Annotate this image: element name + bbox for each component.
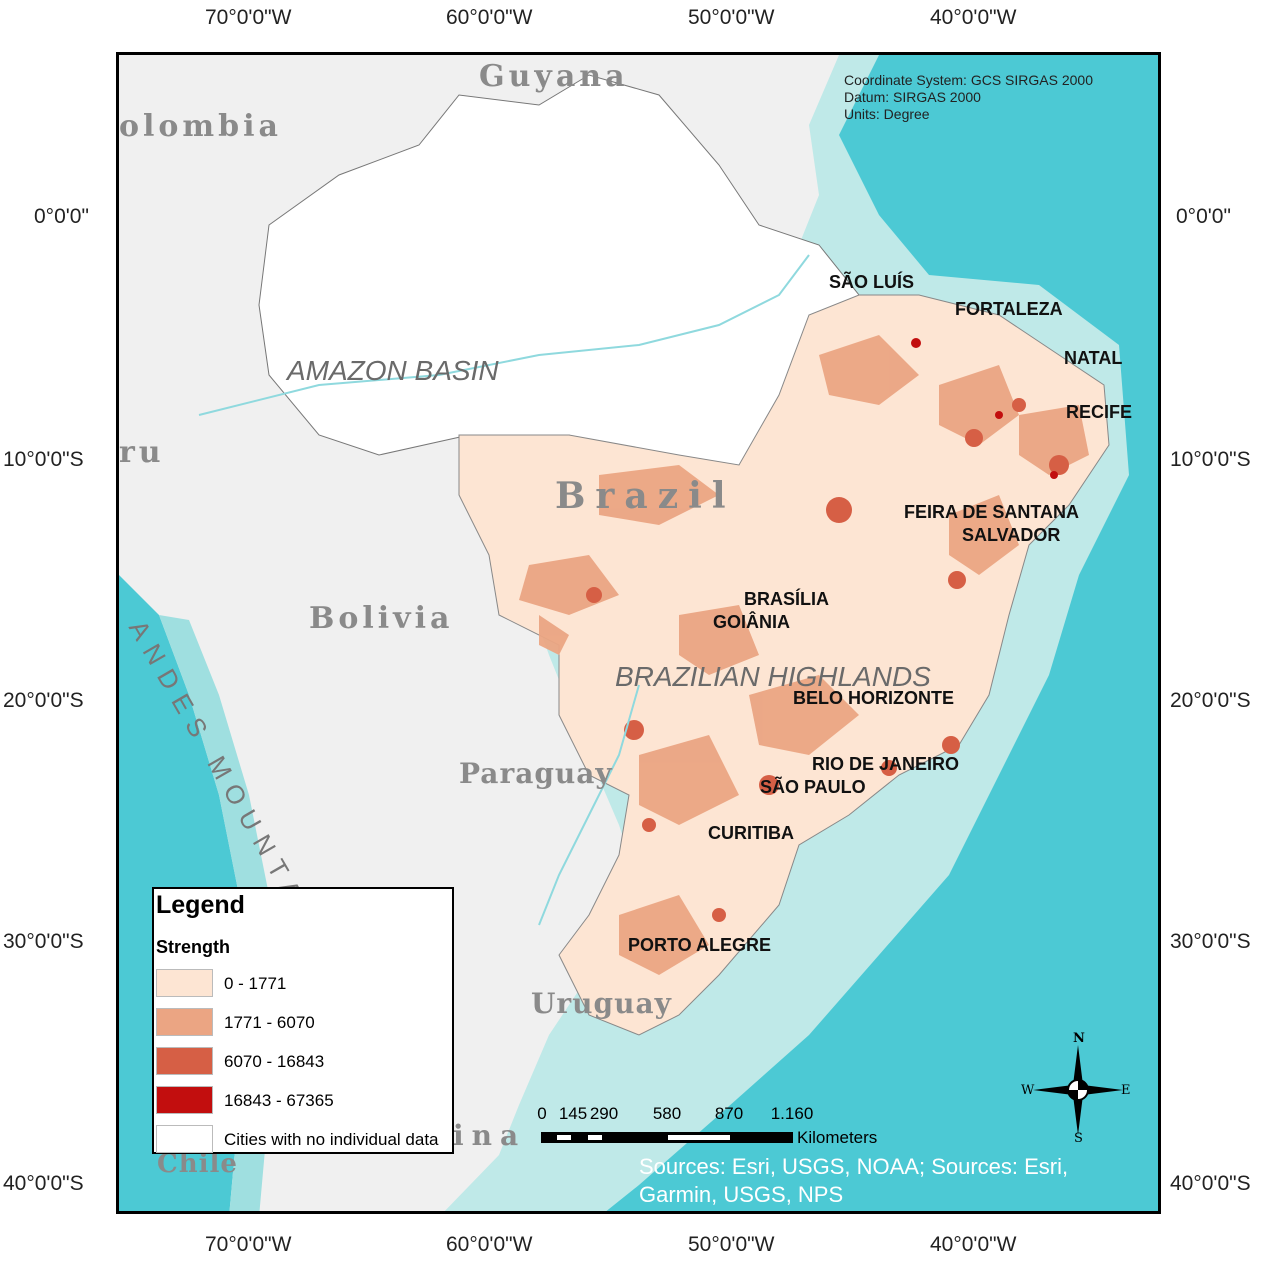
country-label-chile: Chile bbox=[157, 1149, 238, 1179]
compass-rose-icon bbox=[1033, 1045, 1123, 1135]
legend-swatch-nodata bbox=[156, 1125, 213, 1153]
city-label-goiania: GOIÂNIA bbox=[713, 612, 791, 632]
legend: Legend Strength 0 - 1771 1771 - 6070 607… bbox=[152, 887, 454, 1154]
city-label-porto-alegre: PORTO ALEGRE bbox=[628, 935, 772, 955]
scale-unit-label: Kilometers bbox=[797, 1128, 878, 1147]
bottom-lon-label-50w: 50°0'0"W bbox=[688, 1233, 775, 1256]
city-label-brasilia: BRASÍLIA bbox=[744, 589, 829, 609]
top-lon-label-70w: 70°0'0"W bbox=[205, 6, 292, 29]
class3-patches bbox=[586, 398, 1069, 922]
class2-patches bbox=[519, 335, 1089, 975]
bottom-lon-label-40w: 40°0'0"W bbox=[930, 1233, 1017, 1256]
amazon-river bbox=[198, 254, 810, 416]
compass-s-label: S bbox=[1074, 1131, 1083, 1146]
country-label-colombia: olombia bbox=[119, 109, 282, 144]
legend-title: Legend bbox=[156, 891, 245, 919]
legend-swatch-class3 bbox=[156, 1047, 213, 1075]
coordinate-system-text: Coordinate System: GCS SIRGAS 2000 bbox=[844, 72, 1093, 88]
left-lat-label-20s: 20°0'0"S bbox=[3, 689, 84, 712]
left-lat-label-30s: 30°0'0"S bbox=[3, 930, 84, 953]
city-label-recife: RECIFE bbox=[1066, 402, 1133, 422]
legend-label-class4: 16843 - 67365 bbox=[224, 1091, 334, 1110]
city-label-curitiba: CURITIBA bbox=[708, 823, 794, 843]
compass-e-label: E bbox=[1121, 1083, 1131, 1098]
legend-item-class1: 0 - 1771 bbox=[156, 969, 452, 999]
top-lon-label-50w: 50°0'0"W bbox=[688, 6, 775, 29]
map-frame[interactable]: Guyana olombia ru Brazil Bolivia Paragua… bbox=[116, 52, 1161, 1214]
bottom-lon-label-70w: 70°0'0"W bbox=[205, 1233, 292, 1256]
region-label-highlands: BRAZILIAN HIGHLANDS bbox=[615, 661, 931, 692]
right-lat-label-10s: 10°0'0"S bbox=[1170, 448, 1251, 471]
city-label-sao-luis: SÃO LUÍS bbox=[829, 272, 915, 292]
compass-w-label: W bbox=[1021, 1083, 1035, 1098]
city-label-rio-de-janeiro: RIO DE JANEIRO bbox=[812, 754, 960, 774]
right-lat-label-0: 0°0'0" bbox=[1176, 205, 1231, 228]
legend-swatch-class1 bbox=[156, 969, 213, 997]
scale-tick-1160: 1.160 bbox=[770, 1104, 814, 1123]
scale-bar-graphic bbox=[541, 1132, 793, 1143]
region-label-amazon: AMAZON BASIN bbox=[287, 355, 499, 386]
country-label-peru: ru bbox=[119, 435, 165, 470]
city-label-sao-paulo: SÃO PAULO bbox=[760, 777, 866, 797]
legend-label-nodata: Cities with no individual data bbox=[224, 1130, 439, 1149]
scale-tick-0: 0 bbox=[537, 1104, 547, 1123]
top-lon-label-40w: 40°0'0"W bbox=[930, 6, 1017, 29]
legend-item-class4: 16843 - 67365 bbox=[156, 1086, 452, 1116]
city-label-salvador: SALVADOR bbox=[962, 525, 1061, 545]
class4-patches bbox=[911, 338, 1058, 479]
map-metadata: Coordinate System: GCS SIRGAS 2000 Datum… bbox=[844, 72, 1093, 123]
legend-swatch-class2 bbox=[156, 1008, 213, 1036]
scale-tick-290: 290 bbox=[589, 1104, 619, 1123]
legend-subtitle: Strength bbox=[156, 937, 230, 957]
north-arrow: N S E W bbox=[1021, 1031, 1133, 1146]
legend-label-class3: 6070 - 16843 bbox=[224, 1052, 325, 1071]
left-lat-label-0: 0°0'0" bbox=[34, 205, 89, 228]
bottom-lon-label-60w: 60°0'0"W bbox=[446, 1233, 533, 1256]
legend-item-class3: 6070 - 16843 bbox=[156, 1047, 452, 1077]
legend-label-class2: 1771 - 6070 bbox=[224, 1013, 315, 1032]
right-lat-label-30s: 30°0'0"S bbox=[1170, 930, 1251, 953]
country-label-guyana: Guyana bbox=[479, 59, 629, 94]
compass-n-label: N bbox=[1073, 1031, 1085, 1046]
country-label-uruguay: Uruguay bbox=[531, 987, 672, 1020]
right-lat-label-40s: 40°0'0"S bbox=[1170, 1172, 1251, 1195]
legend-item-class2: 1771 - 6070 bbox=[156, 1008, 452, 1038]
scale-tick-145: 145 bbox=[558, 1104, 588, 1123]
scale-tick-580: 580 bbox=[652, 1104, 682, 1123]
scale-tick-870: 870 bbox=[714, 1104, 744, 1123]
country-label-brazil: Brazil bbox=[555, 475, 736, 517]
legend-item-nodata: Cities with no individual data bbox=[156, 1125, 452, 1155]
parana-river bbox=[538, 684, 640, 926]
country-label-bolivia: Bolivia bbox=[309, 601, 454, 636]
right-lat-label-20s: 20°0'0"S bbox=[1170, 689, 1251, 712]
city-label-fortaleza: FORTALEZA bbox=[955, 299, 1063, 319]
legend-swatch-class4 bbox=[156, 1086, 213, 1114]
city-label-feira-de-santana: FEIRA DE SANTANA bbox=[904, 502, 1079, 522]
sources-text: Sources: Esri, USGS, NOAA; Sources: Esri… bbox=[639, 1154, 1069, 1207]
left-lat-label-40s: 40°0'0"S bbox=[3, 1172, 84, 1195]
country-label-paraguay: Paraguay bbox=[459, 757, 613, 790]
city-label-natal: NATAL bbox=[1064, 348, 1123, 368]
country-label-argentina: ina bbox=[453, 1119, 527, 1152]
top-lon-label-60w: 60°0'0"W bbox=[446, 6, 533, 29]
left-lat-label-10s: 10°0'0"S bbox=[3, 448, 84, 471]
units-text: Units: Degree bbox=[844, 106, 930, 122]
legend-label-class1: 0 - 1771 bbox=[224, 974, 287, 993]
city-label-belo-horizonte: BELO HORIZONTE bbox=[793, 688, 954, 708]
datum-text: Datum: SIRGAS 2000 bbox=[844, 89, 981, 105]
scale-bar: 0 145 290 580 870 1.160 Kilometers bbox=[537, 1104, 937, 1164]
